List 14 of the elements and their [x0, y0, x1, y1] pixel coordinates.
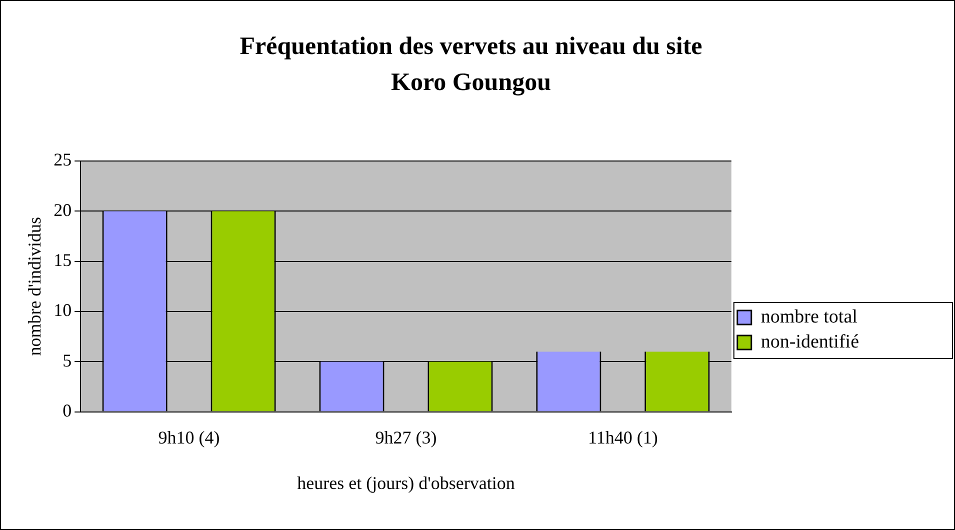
- y-axis-title: nombre d'individus: [24, 217, 45, 356]
- x-tick-label: 11h40 (1): [588, 427, 658, 448]
- y-tick-label: 10: [54, 300, 72, 320]
- x-tick-label: 9h27 (3): [375, 427, 437, 448]
- x-tick-label: 9h10 (4): [158, 427, 220, 448]
- x-axis-title: heures et (jours) d'observation: [297, 472, 515, 493]
- legend-label: nombre total: [760, 306, 858, 328]
- y-tick-label: 15: [54, 250, 72, 270]
- legend-label: non-identifié: [760, 331, 860, 352]
- y-tick-label: 25: [54, 150, 72, 170]
- y-tick-label: 5: [62, 350, 72, 370]
- y-tick-label: 20: [54, 200, 72, 220]
- chart-title: Fréquentation des vervets au niveau du site Koro Goungou: [238, 32, 704, 98]
- y-tick-label: 0: [62, 400, 72, 421]
